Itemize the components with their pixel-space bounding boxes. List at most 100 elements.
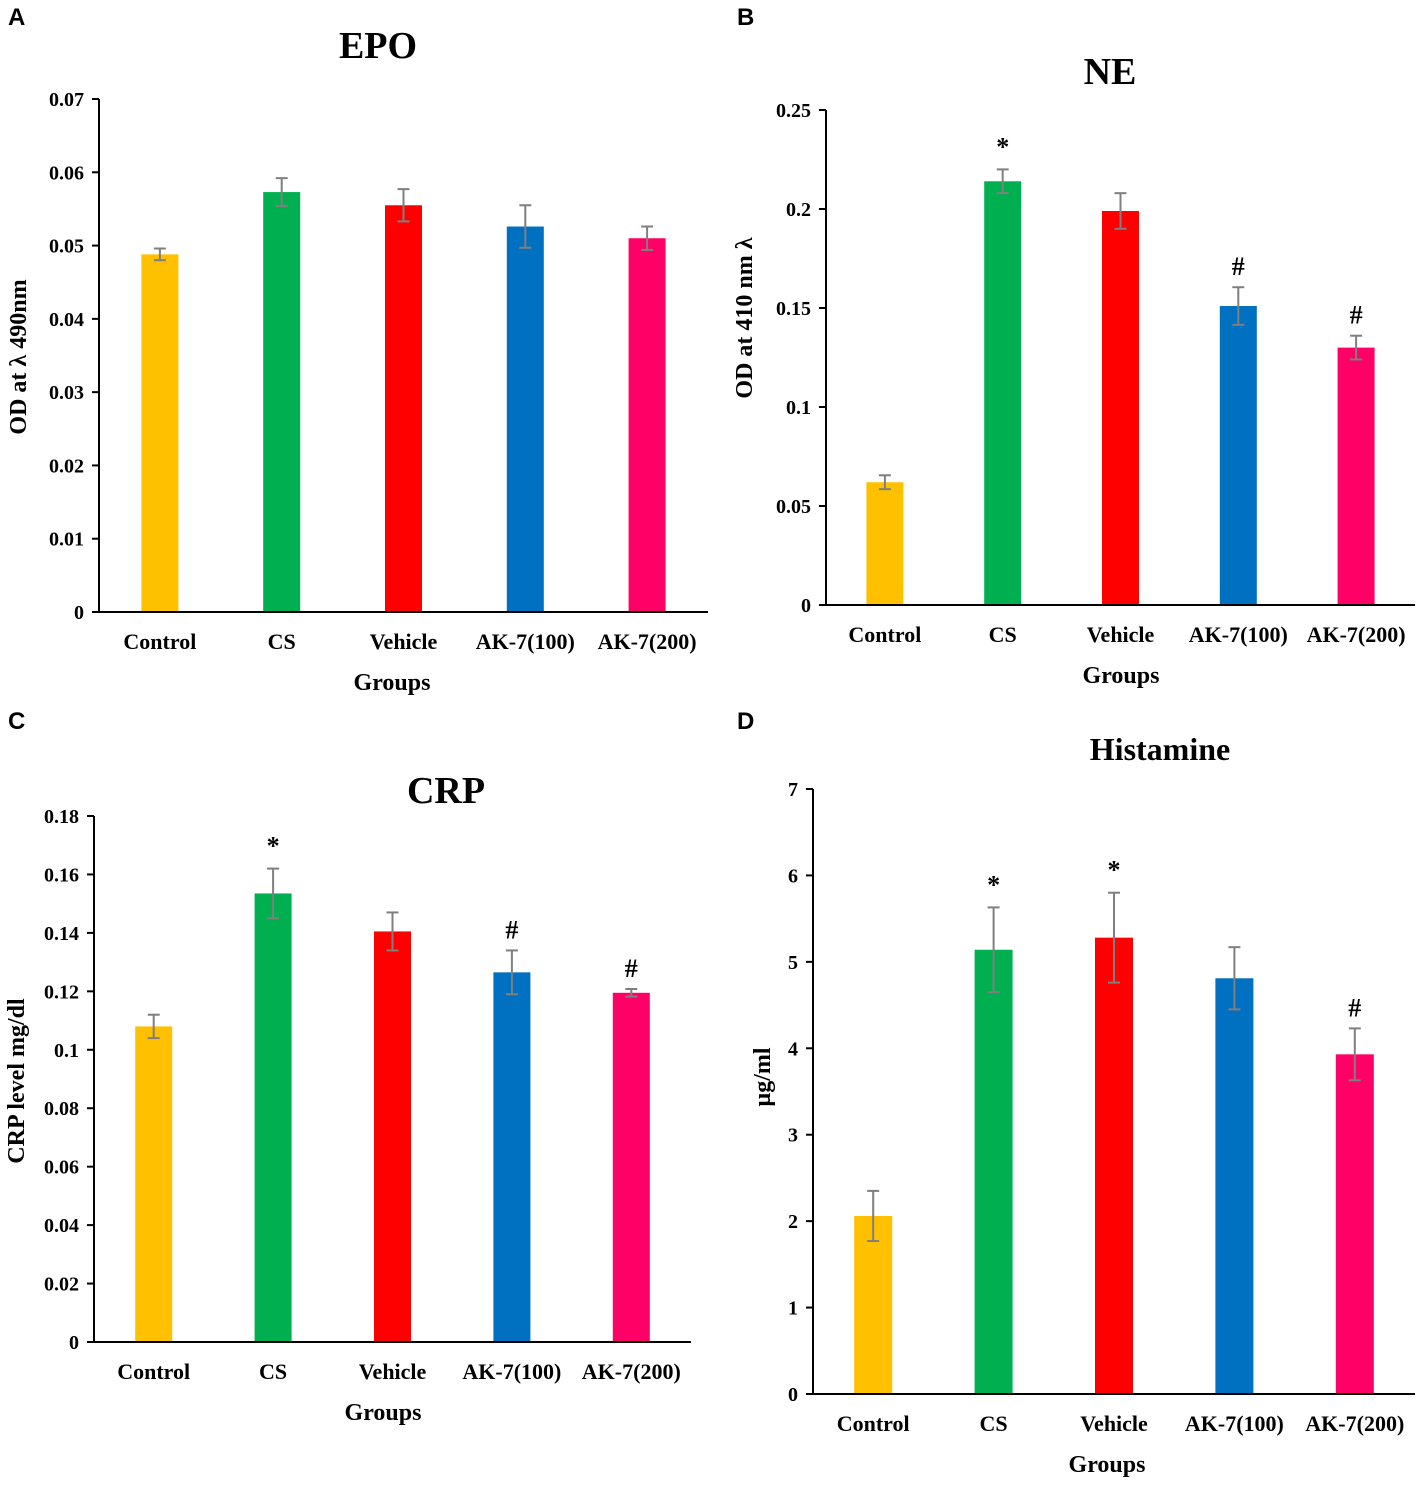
category-label: AK-7(200) <box>582 1359 681 1384</box>
bar <box>263 192 301 612</box>
error-bar <box>519 204 532 249</box>
x-axis-title: Groups <box>1083 663 1160 689</box>
bar <box>374 931 411 1342</box>
error-bar <box>1108 891 1120 984</box>
y-tick-label: 0 <box>788 1384 798 1406</box>
bar <box>493 972 531 1342</box>
bar <box>141 254 179 612</box>
panel-d: D Histamine µg/ml Groups 0 1 2 3 4 5 6 7 Control… <box>737 708 1415 1478</box>
y-tick-label: 0.1 <box>54 1040 79 1062</box>
bar <box>1215 978 1254 1394</box>
error-bar <box>267 867 280 920</box>
panel-a: A EPO OD at λ 490nm Groups 0 0.01 0.02 0.03… <box>6 4 708 696</box>
category-label: CS <box>259 1359 287 1384</box>
chart-title: EPO <box>339 25 417 67</box>
error-bar <box>275 177 288 207</box>
y-tick-label: 0.04 <box>49 309 84 331</box>
y-tick-label: 2 <box>788 1211 798 1233</box>
y-tick-label: 0.02 <box>44 1274 79 1296</box>
category-label: AK-7(200) <box>1305 1411 1404 1436</box>
category-label: Control <box>848 622 921 647</box>
y-tick-label: 0 <box>801 595 811 617</box>
y-tick-label: 5 <box>788 952 798 974</box>
y-tick-label: 0.07 <box>49 89 84 111</box>
y-axis-title: CRP level mg/dl <box>4 998 30 1164</box>
significance-marker: * <box>267 832 280 861</box>
y-tick-label: 0.15 <box>776 298 811 320</box>
category-label: Vehicle <box>370 629 438 654</box>
error-bar <box>147 1013 160 1040</box>
chart-title: CRP <box>407 770 485 812</box>
y-tick-label: 0.18 <box>44 806 79 828</box>
category-label: AK-7(200) <box>1307 622 1406 647</box>
plot-area: 0 0.02 0.04 0.06 0.08 0.1 0.12 0.14 0.16 0.18 Cont… <box>44 806 691 1384</box>
error-bar <box>625 987 638 998</box>
y-tick-label: 4 <box>788 1038 798 1060</box>
error-bar <box>1348 1027 1361 1082</box>
chart-title: NE <box>1084 51 1137 93</box>
y-axis-title: OD at 410 nm λ <box>732 237 758 398</box>
significance-marker: # <box>1348 993 1361 1022</box>
x-axis-title: Groups <box>345 1400 422 1426</box>
y-tick-label: 0 <box>69 1332 79 1354</box>
y-tick-label: 0.05 <box>776 496 811 518</box>
category-label: AK-7(100) <box>462 1359 561 1384</box>
category-label: AK-7(100) <box>476 629 575 654</box>
category-label: CS <box>980 1411 1008 1436</box>
significance-marker: * <box>987 870 1000 899</box>
y-axis-title: µg/ml <box>750 1047 776 1106</box>
y-tick-label: 0.02 <box>49 455 84 477</box>
error-bar <box>397 188 410 223</box>
significance-marker: # <box>505 915 518 944</box>
y-tick-label: 0.16 <box>44 864 79 886</box>
significance-marker: # <box>1350 301 1363 330</box>
bar <box>254 893 292 1342</box>
category-label: Control <box>837 1411 910 1436</box>
significance-marker: # <box>625 954 638 983</box>
category-label: Vehicle <box>1087 622 1155 647</box>
significance-marker: * <box>996 132 1009 161</box>
bar <box>1219 306 1257 605</box>
panel-b: B NE OD at 410 nm λ Groups 00.050.10.150… <box>732 4 1415 689</box>
y-tick-label: 3 <box>788 1125 798 1147</box>
y-tick-label: 0.06 <box>44 1157 79 1179</box>
y-tick-label: 0.25 <box>776 100 811 122</box>
y-tick-label: 0.08 <box>44 1098 79 1120</box>
y-tick-label: 0.12 <box>44 981 79 1003</box>
chart-title: Histamine <box>1090 731 1230 767</box>
bar <box>854 1215 893 1394</box>
y-tick-label: 0.14 <box>44 923 79 945</box>
bar <box>1095 937 1133 1394</box>
category-label: AK-7(100) <box>1185 1411 1284 1436</box>
plot-area: 0 0.05 0.1 0.15 0.2 0.25 Control * CS Vehicle # AK-… <box>776 100 1415 647</box>
y-tick-label: 6 <box>788 865 798 887</box>
category-label: Control <box>123 629 196 654</box>
significance-marker: # <box>1232 252 1245 281</box>
category-label: AK-7(200) <box>598 629 697 654</box>
error-bar <box>867 1189 880 1243</box>
category-label: CS <box>268 629 296 654</box>
bar <box>1102 210 1139 606</box>
y-tick-label: 0.03 <box>49 382 84 404</box>
panel-c: C CRP CRP level mg/dl Groups 0 0.02 0.04 0.… <box>4 708 691 1426</box>
category-label: Vehicle <box>359 1359 427 1384</box>
y-axis-title: OD at λ 490nm <box>6 279 32 434</box>
bar <box>612 992 650 1342</box>
error-bar <box>153 247 166 262</box>
error-bar <box>996 168 1009 195</box>
panel-letter: C <box>8 708 25 735</box>
error-bar <box>505 949 518 996</box>
bar <box>628 238 666 612</box>
error-bar <box>878 474 891 491</box>
y-tick-label: 7 <box>788 779 798 801</box>
bar <box>974 949 1013 1394</box>
error-bar <box>1350 334 1363 361</box>
category-label: Vehicle <box>1080 1411 1148 1436</box>
error-bar <box>1114 192 1127 230</box>
error-bar <box>987 906 1000 994</box>
significance-marker: * <box>1108 856 1121 885</box>
y-tick-label: 0 <box>74 602 84 624</box>
category-label: CS <box>989 622 1017 647</box>
error-bar <box>1232 286 1245 326</box>
